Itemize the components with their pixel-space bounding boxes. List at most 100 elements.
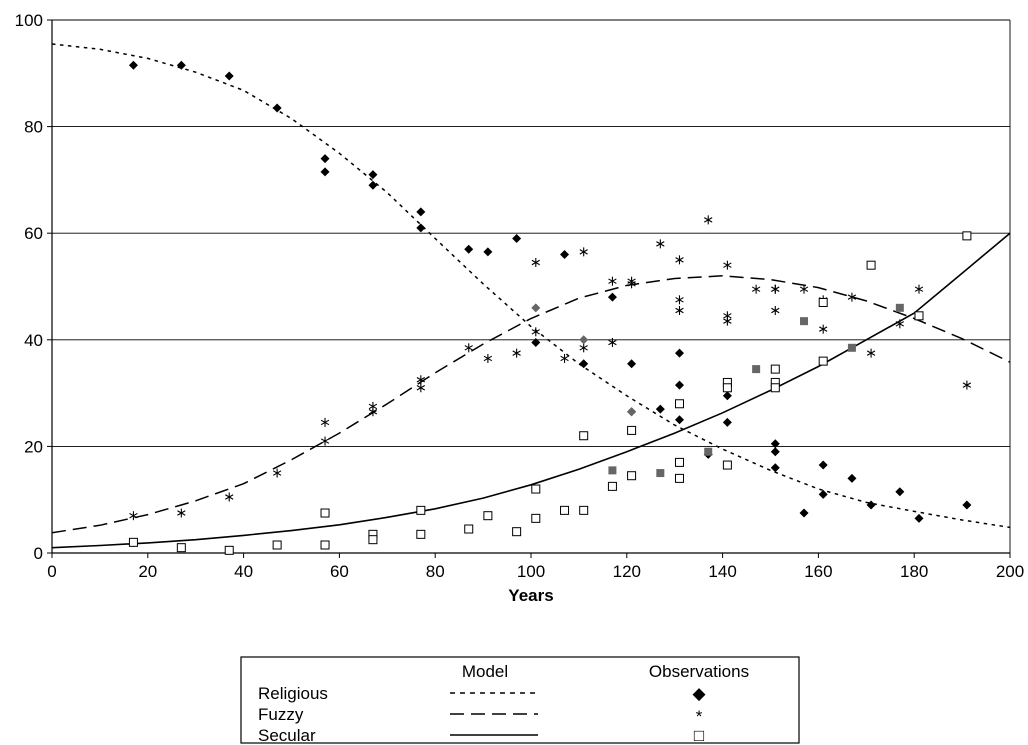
observation-religious-diamond-16 <box>607 292 617 302</box>
observation-religious-diamond-32 <box>847 473 857 483</box>
legend: Model Observations Religious ◆ Fuzzy * S… <box>240 656 800 745</box>
observation-religious-diamond-10 <box>464 244 474 254</box>
observation-fuzzy-asterisk-37 <box>847 292 857 302</box>
observation-fuzzy-asterisk-10 <box>464 343 473 353</box>
legend-label-fuzzy: Fuzzy <box>258 705 304 724</box>
observation-religious-diamond-1 <box>176 60 186 70</box>
observation-fuzzy-asterisk-16 <box>579 247 588 257</box>
observation-religious-diamond-19 <box>655 404 665 414</box>
observation-secular-open-square-32 <box>866 260 876 270</box>
legend-entry-secular: Secular □ <box>258 726 704 745</box>
x-tick-label-60: 60 <box>330 562 349 581</box>
observation-religious-diamond-27 <box>770 447 780 457</box>
observation-fuzzy-asterisk-32 <box>771 284 780 294</box>
legend-box <box>240 656 800 744</box>
observation-religious-diamond-34 <box>895 487 905 497</box>
observation-religious-diamond-0 <box>128 60 138 70</box>
observation-fuzzy-asterisk-33 <box>771 305 780 315</box>
observation-religious-diamond-24 <box>722 391 732 401</box>
observation-secular-open-square-13 <box>531 484 541 494</box>
y-tick-label-100: 100 <box>15 11 43 30</box>
observation-religious-diamond-35 <box>914 513 924 523</box>
observation-religious-diamond-29 <box>799 508 809 518</box>
observation-fuzzy-asterisk-4 <box>320 417 330 427</box>
observation-secular-open-square-0 <box>128 537 138 547</box>
observation-secular-open-square-5 <box>320 540 330 550</box>
observation-secular-open-square-17 <box>579 505 589 515</box>
observation-religious-diamond-8 <box>416 207 426 217</box>
observation-religious-diamond-3 <box>272 103 282 113</box>
observation-religious-diamond-28 <box>770 463 780 473</box>
tick-labels: 0 20 40 60 80 100 0 20 40 60 80 100 120 140 160 180 200 <box>15 11 1025 581</box>
observation-religious-diamond-25 <box>722 417 732 427</box>
x-tick-label-200: 200 <box>996 562 1024 581</box>
y-tick-label-0: 0 <box>34 544 43 563</box>
observation-fuzzy-asterisk-18 <box>608 276 617 286</box>
x-tick-label-160: 160 <box>804 562 832 581</box>
observation-religious-diamond-26 <box>770 439 780 449</box>
legend-marker-secular: □ <box>694 726 704 745</box>
observation-fuzzy-asterisk-7 <box>368 407 378 417</box>
observation-secular-open-square-10 <box>464 524 474 534</box>
observation-religious-diamond-2 <box>224 71 234 81</box>
observation-secular-open-square-31 <box>818 356 828 366</box>
x-tick-label-180: 180 <box>900 562 928 581</box>
observation-extra-4-diamond-gray-2 <box>627 407 637 417</box>
observation-religious-diamond-15 <box>579 359 589 369</box>
observation-fuzzy-asterisk-34 <box>799 284 809 294</box>
observation-secular-open-square-12 <box>512 527 522 537</box>
observation-fuzzy-asterisk-0 <box>129 511 138 521</box>
observation-extra-3-filled-square-gray-0 <box>608 466 617 475</box>
legend-header-model: Model <box>462 662 508 681</box>
observation-secular-open-square-28 <box>770 383 780 393</box>
observation-fuzzy-asterisk-8 <box>416 375 426 385</box>
observation-secular-open-square-21 <box>674 399 684 409</box>
observation-secular-open-square-8 <box>416 505 426 515</box>
observation-fuzzy-asterisk-25 <box>675 305 684 315</box>
observation-fuzzy-asterisk-1 <box>177 508 186 518</box>
x-tick-label-0: 0 <box>47 562 56 581</box>
x-axis-title: Years <box>508 586 553 605</box>
legend-entry-fuzzy: Fuzzy * <box>258 705 703 726</box>
observation-secular-open-square-15 <box>560 505 570 515</box>
legend-label-secular: Secular <box>258 726 316 745</box>
observation-religious-diamond-36 <box>962 500 972 510</box>
observation-fuzzy-asterisk-2 <box>225 492 234 502</box>
observation-fuzzy-asterisk-19 <box>608 337 617 347</box>
observation-fuzzy-asterisk-26 <box>704 215 713 225</box>
observation-religious-diamond-30 <box>818 460 828 470</box>
observation-secular-open-square-3 <box>272 540 282 550</box>
observation-extra-3-filled-square-gray-2 <box>704 447 713 456</box>
observation-secular-open-square-7 <box>368 535 378 545</box>
observation-secular-open-square-14 <box>531 513 541 523</box>
observation-fuzzy-asterisk-36 <box>819 324 828 334</box>
observation-religious-diamond-4 <box>320 154 330 164</box>
observation-secular-open-square-11 <box>483 511 493 521</box>
model-line-fuzzy <box>51 275 1011 534</box>
y-tick-label-80: 80 <box>24 118 43 137</box>
observation-religious-diamond-13 <box>531 337 541 347</box>
x-tick-label-80: 80 <box>426 562 445 581</box>
observation-secular-open-square-25 <box>722 383 732 393</box>
y-tick-label-20: 20 <box>24 437 43 456</box>
observation-secular-open-square-16 <box>579 431 589 441</box>
x-tick-label-40: 40 <box>234 562 253 581</box>
observation-secular-open-square-4 <box>320 508 330 518</box>
observation-fuzzy-asterisk-22 <box>656 239 665 249</box>
observation-religious-diamond-21 <box>674 380 684 390</box>
observation-fuzzy-asterisk-38 <box>866 348 876 358</box>
observation-religious-diamond-9 <box>416 223 426 233</box>
observation-secular-open-square-34 <box>962 231 972 241</box>
observation-fuzzy-asterisk-17 <box>579 343 588 353</box>
legend-entry-religious: Religious ◆ <box>258 684 706 703</box>
observation-secular-open-square-2 <box>224 545 234 555</box>
observation-fuzzy-asterisk-15 <box>560 353 569 363</box>
observation-fuzzy-asterisk-5 <box>320 436 330 446</box>
observation-extra-3-filled-square-gray-5 <box>847 343 856 352</box>
observation-fuzzy-asterisk-11 <box>483 353 493 363</box>
observation-religious-diamond-12 <box>512 234 522 244</box>
observation-fuzzy-asterisk-41 <box>962 380 972 390</box>
observation-religious-diamond-33 <box>866 500 876 510</box>
observation-fuzzy-asterisk-21 <box>627 279 636 289</box>
